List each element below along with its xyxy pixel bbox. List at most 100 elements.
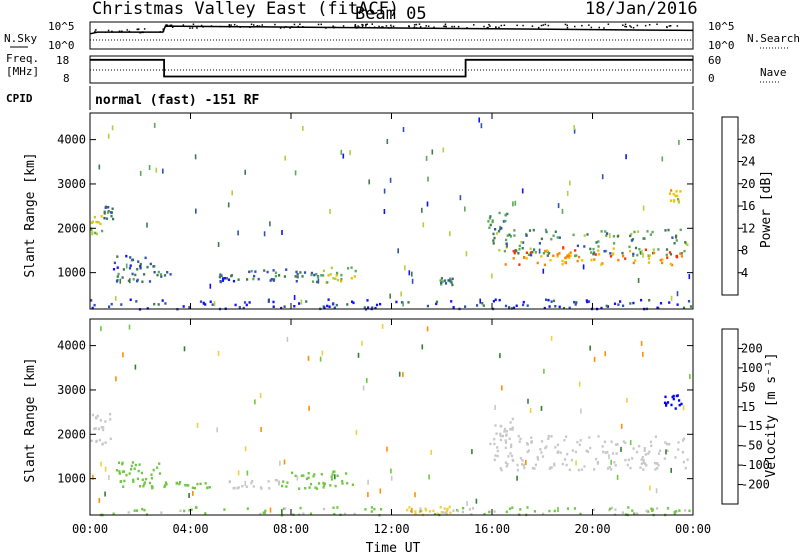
nsky-point [648,24,651,26]
nsky-point [162,30,165,32]
heatmap-cell [638,248,641,251]
heatmap-cell [425,155,428,161]
heatmap-cell [199,300,203,303]
heatmap-cell [494,405,496,410]
heatmap-cell [301,275,304,278]
heatmap-cell [525,232,528,236]
heatmap-cell [567,252,570,256]
nsky-point [118,30,121,32]
heatmap-cell [130,468,133,471]
heatmap-cell [291,471,294,475]
nsky-point [219,25,222,28]
heatmap-cell [554,230,557,233]
heatmap-cell [686,243,689,246]
heatmap-cell [656,462,659,465]
heatmap-cell [558,305,561,309]
heatmap-cell [500,468,503,472]
heatmap-cell [557,450,560,453]
heatmap-cell [628,245,631,249]
heatmap-cell [580,468,583,471]
heatmap-cell [136,268,139,271]
heatmap-cell [504,446,507,450]
heatmap-cell [390,468,392,474]
heatmap-cell [158,472,162,475]
heatmap-cell [107,206,110,209]
heatmap-cell [217,350,220,356]
heatmap-cell [532,228,535,232]
nsky-point [165,24,167,26]
heatmap-cell [435,300,439,304]
noise-panel: N.Sky 10^5 10^0 10^5 10^0 N.Search [4,20,800,52]
heatmap-cell [426,304,429,308]
heatmap-cell [260,427,262,432]
heatmap-cell [569,251,572,254]
nsky-point [361,27,364,29]
heatmap-cell [104,491,106,497]
heatmap-cell [610,440,613,443]
heatmap-cell [282,507,286,510]
heatmap-cell [298,487,301,490]
heatmap-cell [504,214,507,217]
heatmap-cell [566,507,570,510]
heatmap-cell [668,192,671,195]
heatmap-cell [100,326,102,332]
heatmap-cell [442,147,445,153]
heatmap-cell [340,273,343,277]
colorbar-tick-label: 24 [741,155,755,169]
heatmap-cell [442,511,445,514]
nsky-point [172,26,174,28]
heatmap-cell [665,404,668,407]
heatmap-cell [274,271,278,274]
heatmap-cell [656,507,659,510]
heatmap-cell [188,509,191,512]
heatmap-cell [510,443,513,447]
heatmap-cell [604,230,607,233]
heatmap-cell [433,512,437,516]
nsky-point [390,24,392,27]
heatmap-cell [546,254,549,257]
heatmap-cell [644,462,647,465]
heatmap-cell [549,259,552,262]
heatmap-cell [621,511,624,514]
heatmap-cell [654,468,657,471]
nsky-label: N.Sky [4,32,37,45]
heatmap-cell [545,298,548,301]
heatmap-cell [518,248,521,251]
heatmap-cell [556,255,559,258]
x-tick-label: 00:00 [72,522,108,536]
nsky-point [488,23,490,26]
heatmap-cell [677,201,680,204]
nsky-point [581,24,583,27]
heatmap-cell [428,510,432,513]
heatmap-cell [93,303,96,307]
colorbar-tick-label: -50 [741,439,763,453]
nsky-point [361,23,363,26]
heatmap-cell [221,279,225,282]
freq-tick-top: 18 [56,54,69,67]
heatmap-cell [549,466,552,469]
nsky-point [538,26,540,29]
heatmap-cell [661,258,664,261]
heatmap-cell [624,441,627,445]
heatmap-cell [595,457,598,461]
heatmap-cell [361,340,363,346]
heatmap-cell [340,149,343,155]
heatmap-cell [540,451,543,454]
heatmap-cell [216,427,218,433]
heatmap-cell [421,344,424,350]
heatmap-cell [386,139,389,144]
heatmap-cell [286,336,289,342]
heatmap-cell [542,252,545,255]
heatmap-cell [640,298,643,302]
heatmap-cell [119,480,122,483]
nsky-point [542,24,545,26]
heatmap-cell [565,435,568,438]
nsky-point [202,26,204,28]
heatmap-cell [120,303,123,306]
heatmap-cell [300,299,303,305]
heatmap-cell [561,263,564,266]
heatmap-cell [191,486,194,489]
heatmap-cell [489,215,492,218]
heatmap-cell [100,426,103,429]
nsky-point [256,26,258,28]
